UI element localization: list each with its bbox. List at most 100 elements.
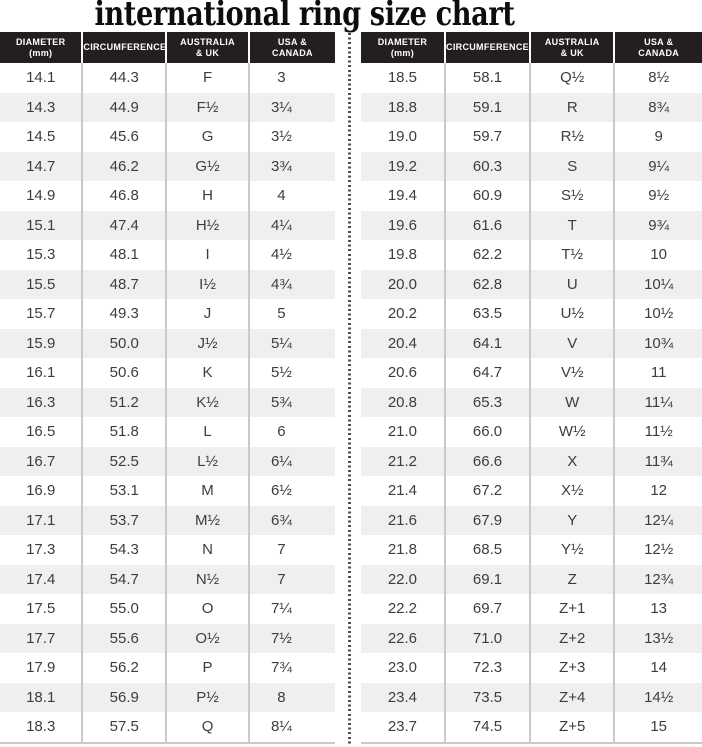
cell-usa-canada: 7¼ — [247, 594, 335, 624]
cell-usa-canada: 11½ — [613, 417, 702, 447]
cell-usa-canada: 6¼ — [247, 446, 335, 476]
table-row: 23.0 72.3 Z+3 14 — [361, 653, 702, 683]
cell-circumference: 44.9 — [81, 92, 167, 122]
cell-diameter: 19.4 — [361, 181, 445, 211]
cell-diameter: 15.3 — [0, 240, 83, 270]
cell-circumference: 51.8 — [81, 417, 167, 447]
cell-diameter: 22.0 — [361, 564, 445, 594]
cell-diameter: 22.2 — [361, 594, 445, 624]
cell-usa-canada: 12¼ — [613, 505, 702, 535]
cell-circumference: 60.3 — [443, 151, 531, 181]
cell-usa-canada: 10 — [613, 240, 702, 270]
cell-usa-canada: 8½ — [613, 63, 702, 93]
cell-australia-uk: N — [165, 535, 249, 565]
cell-australia-uk: N½ — [165, 564, 249, 594]
cell-circumference: 74.5 — [443, 712, 531, 743]
header-row: DIAMETER (mm) CIRCUMFERENCE AUSTRALIA & … — [0, 32, 335, 63]
cell-circumference: 56.2 — [81, 653, 167, 683]
cell-australia-uk: H — [165, 181, 249, 211]
cell-diameter: 23.4 — [361, 682, 445, 712]
table-row: 17.5 55.0 O 7¼ — [0, 594, 335, 624]
cell-diameter: 18.3 — [0, 712, 83, 743]
cell-diameter: 23.0 — [361, 653, 445, 683]
cell-australia-uk: Y — [529, 505, 615, 535]
cell-circumference: 58.1 — [443, 63, 531, 93]
cell-australia-uk: H½ — [165, 210, 249, 240]
cell-usa-canada: 7¾ — [247, 653, 335, 683]
cell-diameter: 16.1 — [0, 358, 83, 388]
cell-circumference: 67.2 — [443, 476, 531, 506]
cell-diameter: 14.5 — [0, 122, 83, 152]
table-row: 15.3 48.1 I 4½ — [0, 240, 335, 270]
dotted-divider — [348, 33, 351, 745]
cell-australia-uk: G — [165, 122, 249, 152]
cell-circumference: 53.7 — [81, 505, 167, 535]
cell-usa-canada: 7 — [247, 535, 335, 565]
table-row: 19.4 60.9 S½ 9½ — [361, 181, 702, 211]
cell-usa-canada: 4¼ — [247, 210, 335, 240]
cell-circumference: 56.9 — [81, 682, 167, 712]
table-row: 18.3 57.5 Q 8¼ — [0, 712, 335, 743]
cell-australia-uk: R — [529, 92, 615, 122]
cell-circumference: 64.1 — [443, 328, 531, 358]
cell-australia-uk: J — [165, 299, 249, 329]
cell-diameter: 17.1 — [0, 505, 83, 535]
cell-circumference: 46.8 — [81, 181, 167, 211]
table-row: 19.0 59.7 R½ 9 — [361, 122, 702, 152]
cell-australia-uk: K½ — [165, 387, 249, 417]
table-row: 19.6 61.6 T 9¾ — [361, 210, 702, 240]
cell-diameter: 19.6 — [361, 210, 445, 240]
cell-diameter: 15.5 — [0, 269, 83, 299]
cell-australia-uk: F½ — [165, 92, 249, 122]
cell-usa-canada: 11¼ — [613, 387, 702, 417]
ring-size-table: DIAMETER (mm) CIRCUMFERENCE AUSTRALIA & … — [361, 32, 702, 744]
cell-circumference: 49.3 — [81, 299, 167, 329]
cell-usa-canada: 4½ — [247, 240, 335, 270]
cell-usa-canada: 9½ — [613, 181, 702, 211]
table-row: 18.8 59.1 R 8¾ — [361, 92, 702, 122]
cell-usa-canada: 5 — [247, 299, 335, 329]
table-row: 15.5 48.7 I½ 4¾ — [0, 269, 335, 299]
cell-australia-uk: Z — [529, 564, 615, 594]
table-row: 20.6 64.7 V½ 11 — [361, 358, 702, 388]
cell-australia-uk: K — [165, 358, 249, 388]
table-row: 16.9 53.1 M 6½ — [0, 476, 335, 506]
cell-australia-uk: R½ — [529, 122, 615, 152]
cell-diameter: 20.4 — [361, 328, 445, 358]
cell-circumference: 47.4 — [81, 210, 167, 240]
cell-diameter: 16.7 — [0, 446, 83, 476]
cell-diameter: 20.2 — [361, 299, 445, 329]
table-row: 17.7 55.6 O½ 7½ — [0, 623, 335, 653]
cell-usa-canada: 3¾ — [247, 151, 335, 181]
table-row: 22.6 71.0 Z+2 13½ — [361, 623, 702, 653]
cell-australia-uk: U — [529, 269, 615, 299]
cell-usa-canada: 10¾ — [613, 328, 702, 358]
cell-usa-canada: 5½ — [247, 358, 335, 388]
cell-circumference: 53.1 — [81, 476, 167, 506]
table-row: 20.2 63.5 U½ 10½ — [361, 299, 702, 329]
cell-circumference: 65.3 — [443, 387, 531, 417]
cell-usa-canada: 8 — [247, 682, 335, 712]
column-header-diameter: DIAMETER (mm) — [361, 32, 445, 63]
column-header-australia-uk: AUSTRALIA & UK — [165, 32, 249, 63]
cell-diameter: 21.2 — [361, 446, 445, 476]
cell-usa-canada: 5¼ — [247, 328, 335, 358]
cell-circumference: 55.0 — [81, 594, 167, 624]
column-header-usa-canada: USA & CANADA — [613, 32, 702, 63]
cell-diameter: 14.3 — [0, 92, 83, 122]
cell-australia-uk: Z+1 — [529, 594, 615, 624]
cell-circumference: 62.2 — [443, 240, 531, 270]
table-row: 14.9 46.8 H 4 — [0, 181, 335, 211]
cell-australia-uk: O½ — [165, 623, 249, 653]
cell-diameter: 17.7 — [0, 623, 83, 653]
table-row: 14.3 44.9 F½ 3¼ — [0, 92, 335, 122]
cell-circumference: 55.6 — [81, 623, 167, 653]
cell-circumference: 60.9 — [443, 181, 531, 211]
cell-circumference: 68.5 — [443, 535, 531, 565]
cell-usa-canada: 4¾ — [247, 269, 335, 299]
cell-usa-canada: 8¼ — [247, 712, 335, 743]
cell-circumference: 61.6 — [443, 210, 531, 240]
cell-circumference: 51.2 — [81, 387, 167, 417]
table-row: 18.5 58.1 Q½ 8½ — [361, 63, 702, 93]
cell-diameter: 22.6 — [361, 623, 445, 653]
